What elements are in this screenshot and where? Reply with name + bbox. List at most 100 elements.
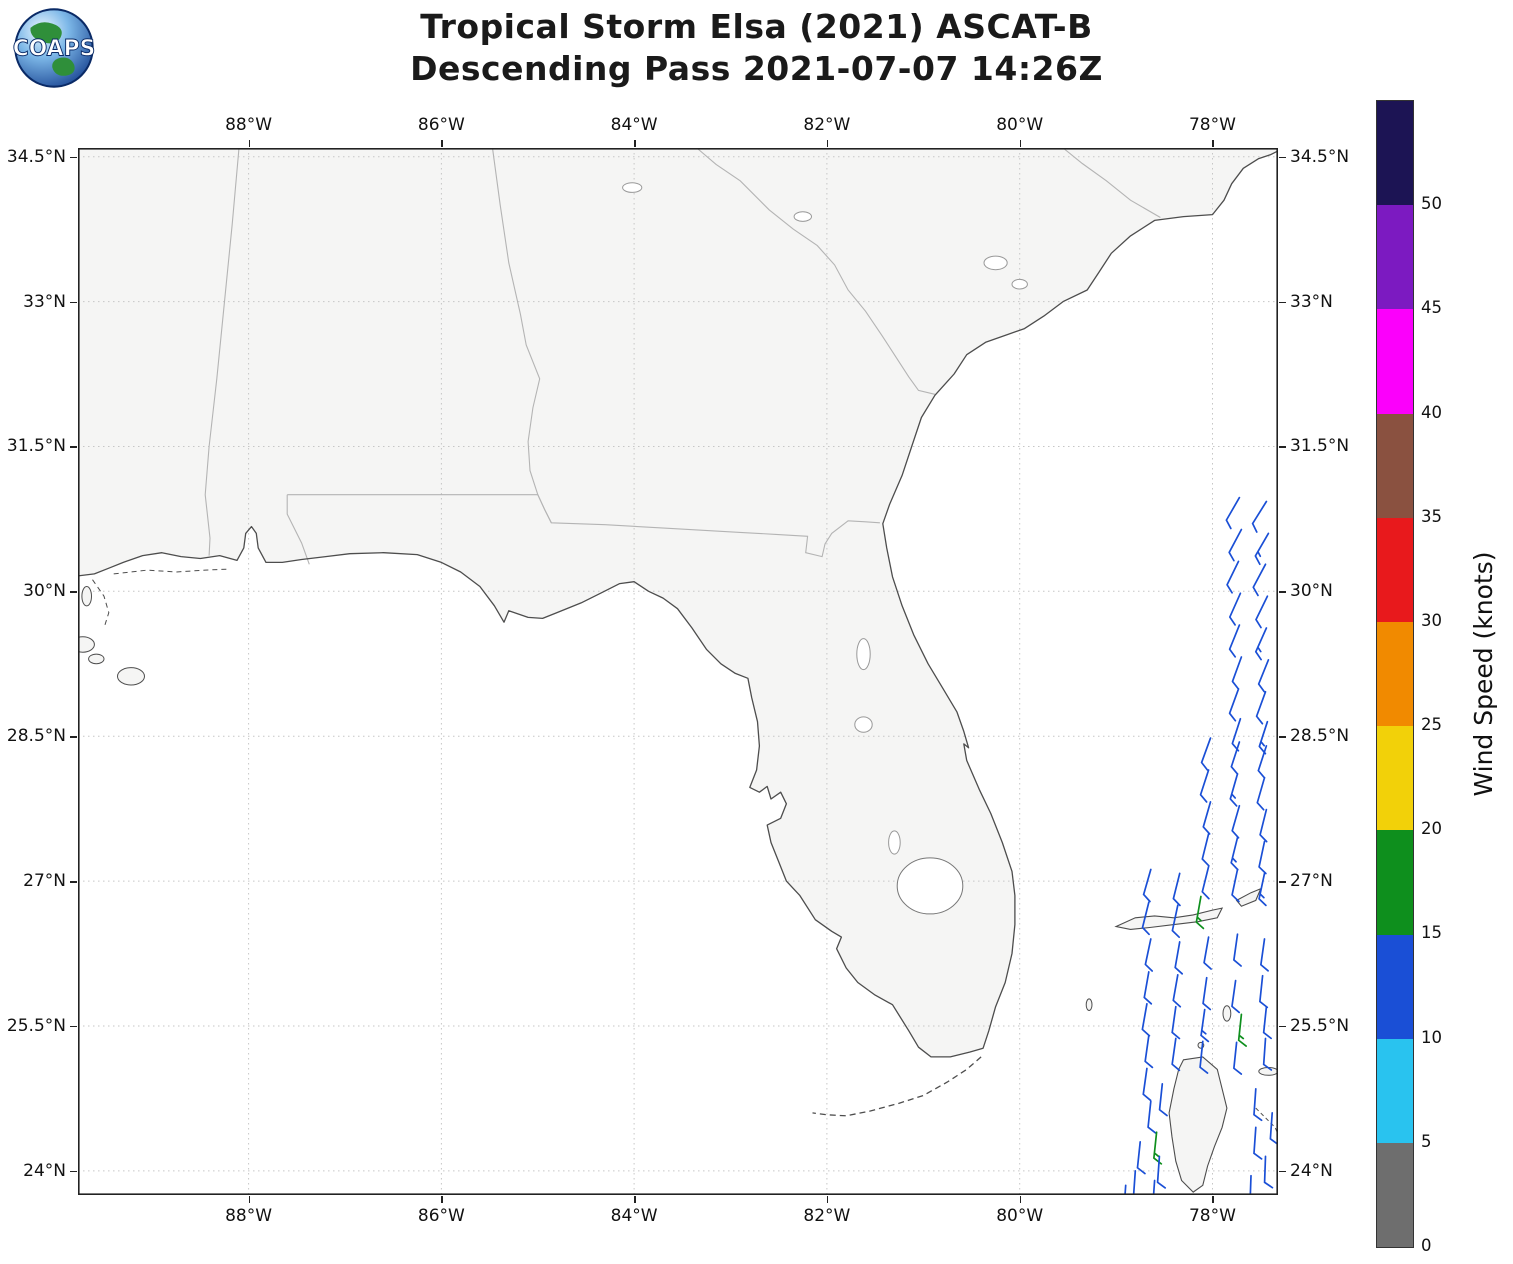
coaps-logo: COAPS: [12, 6, 96, 90]
wind-barb: [1254, 627, 1268, 661]
wind-barb: [1230, 836, 1239, 871]
x-tick-label-top: 88°W: [225, 115, 273, 135]
x-tick-label-top: 78°W: [1188, 115, 1236, 135]
wind-barb: [1158, 1083, 1168, 1117]
wind-barb: [1171, 1005, 1181, 1040]
water-body: [888, 830, 901, 855]
colorbar-tick-label: 25: [1421, 715, 1442, 735]
x-axis-tick: [826, 140, 829, 147]
wind-barb: [1231, 979, 1241, 1014]
y-tick-label-right: 30°N: [1290, 581, 1333, 602]
wind-barb: [1230, 741, 1241, 775]
wind-barb: [1231, 804, 1241, 839]
wind-barb: [1257, 745, 1268, 779]
x-tick-label-top: 82°W: [803, 115, 851, 135]
wind-barb: [1201, 865, 1210, 900]
wind-barb: [1229, 773, 1239, 807]
wind-barb: [1231, 656, 1243, 690]
x-tick-label-bottom: 86°W: [417, 1206, 465, 1226]
y-tick-label-right: 28.5°N: [1290, 726, 1350, 747]
y-tick-label-left: 34.5°N: [6, 146, 66, 167]
wind-barb: [1233, 1041, 1243, 1075]
barrier-islands: [113, 568, 230, 575]
y-tick-label-left: 33°N: [23, 291, 66, 312]
wind-barb: [1200, 737, 1212, 771]
y-tick-label-left: 30°N: [23, 581, 66, 602]
colorbar-tick-label: 50: [1421, 194, 1442, 214]
colorbar-tick-label: 30: [1421, 610, 1442, 630]
wind-barb: [1141, 1002, 1151, 1037]
wind-barb: [1226, 560, 1240, 594]
wind-barb: [1257, 659, 1270, 693]
x-axis-tick: [1019, 140, 1022, 147]
colorbar-tick-label: 5: [1421, 1131, 1432, 1151]
coaps-logo-globe: COAPS: [12, 8, 96, 88]
colorbar-tick-label: 0: [1421, 1236, 1432, 1255]
y-axis-tick: [70, 156, 77, 159]
wind-barb: [1251, 500, 1268, 533]
wind-barb: [1142, 1067, 1152, 1102]
colorbar-tick-label: 20: [1421, 819, 1442, 839]
wind-barb: [1144, 938, 1154, 972]
colorbar-band: [1377, 726, 1413, 831]
wind-barb: [1228, 624, 1241, 658]
y-tick-label-right: 24°N: [1290, 1160, 1333, 1181]
wind-barb: [1153, 1131, 1163, 1165]
logo-text: COAPS: [13, 37, 96, 62]
logo-continent2-icon: [52, 57, 75, 76]
colorbar-band: [1377, 621, 1413, 727]
y-tick-label-right: 25.5°N: [1290, 1015, 1350, 1036]
colorbar-tick-label: 15: [1421, 923, 1442, 943]
wind-barb: [1233, 933, 1242, 967]
y-axis-tick: [70, 736, 77, 738]
x-tick-label-bottom: 80°W: [996, 1206, 1044, 1226]
y-axis-tick: [1279, 1170, 1286, 1173]
y-axis-tick: [70, 446, 77, 448]
y-axis-tick: [1279, 156, 1286, 159]
x-tick-label-bottom: 88°W: [225, 1206, 273, 1226]
title-line1: Tropical Storm Elsa (2021) ASCAT-B: [420, 7, 1093, 46]
coastline: [77, 150, 1279, 1058]
wind-barb: [1195, 895, 1205, 930]
colorbar-band: [1377, 1038, 1413, 1143]
colorbar-tick-label: 45: [1421, 298, 1442, 318]
x-axis-tick: [1212, 1196, 1214, 1203]
colorbar-band: [1377, 934, 1413, 1039]
wind-barb: [1172, 973, 1182, 1008]
wind-barb: [1255, 595, 1269, 629]
x-tick-label-bottom: 82°W: [803, 1206, 851, 1226]
x-axis-tick: [441, 1196, 443, 1203]
water-body: [1085, 998, 1093, 1012]
water-body: [70, 636, 95, 653]
wind-barb: [1156, 1155, 1167, 1189]
colorbar-band: [1377, 1142, 1413, 1248]
y-tick-label-left: 25.5°N: [6, 1015, 66, 1036]
colorbar: [1376, 100, 1414, 1248]
colorbar-band: [1377, 309, 1413, 414]
wind-barb: [1228, 688, 1240, 722]
wind-barb: [1254, 532, 1270, 566]
state-border: [204, 147, 240, 556]
y-axis-tick: [1279, 446, 1286, 448]
water-body: [622, 182, 643, 193]
x-tick-label-top: 84°W: [610, 115, 658, 135]
y-axis-tick: [70, 1170, 77, 1173]
wind-barb: [1202, 801, 1212, 835]
colorbar-band: [1377, 830, 1413, 935]
wind-barb: [1231, 868, 1240, 903]
water-body: [856, 638, 871, 671]
wind-barb: [1225, 496, 1241, 530]
wind-barb: [1260, 938, 1269, 972]
wind-barb: [1262, 1005, 1272, 1040]
water-body: [88, 653, 105, 665]
florida-keys: [812, 1056, 982, 1117]
y-tick-label-right: 33°N: [1290, 291, 1333, 312]
exuma-cays: [1255, 1107, 1279, 1135]
wind-barb: [1174, 941, 1184, 975]
y-tick-label-right: 27°N: [1290, 871, 1333, 892]
colorbar-band: [1377, 205, 1413, 310]
state-border: [696, 147, 936, 395]
map-canvas: [70, 147, 1279, 1218]
colorbar-band: [1377, 517, 1413, 622]
logo-continent-icon: [30, 22, 62, 44]
